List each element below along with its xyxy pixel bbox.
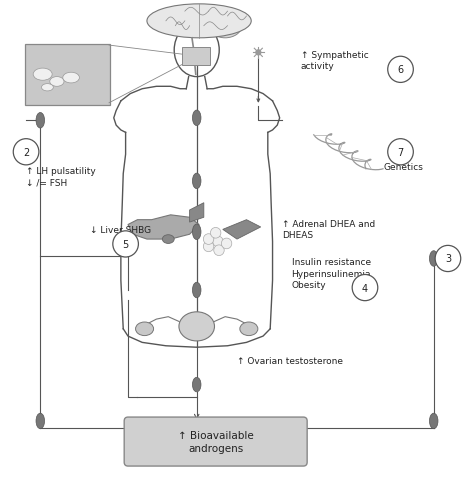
Text: ↑ LH pulsatility
↓ /= FSH: ↑ LH pulsatility ↓ /= FSH: [26, 166, 96, 187]
Ellipse shape: [192, 111, 201, 126]
FancyBboxPatch shape: [124, 417, 307, 466]
Text: Insulin resistance
Hyperinsulinemia
Obesity: Insulin resistance Hyperinsulinemia Obes…: [292, 258, 371, 289]
Ellipse shape: [192, 378, 201, 392]
Ellipse shape: [147, 5, 251, 39]
Ellipse shape: [179, 312, 214, 341]
Circle shape: [435, 246, 461, 272]
Polygon shape: [223, 220, 261, 240]
Ellipse shape: [33, 69, 52, 81]
Circle shape: [203, 234, 214, 245]
Circle shape: [214, 245, 224, 256]
Circle shape: [388, 57, 413, 83]
FancyBboxPatch shape: [182, 47, 210, 66]
Circle shape: [113, 231, 138, 257]
Text: 6: 6: [398, 65, 403, 75]
Polygon shape: [128, 215, 199, 240]
Ellipse shape: [42, 85, 53, 92]
Text: ↑ Bioavailable
androgens: ↑ Bioavailable androgens: [178, 430, 254, 453]
Ellipse shape: [429, 251, 438, 267]
Text: ↓ Liver SHBG: ↓ Liver SHBG: [90, 226, 151, 234]
Ellipse shape: [50, 77, 64, 87]
Text: 3: 3: [445, 254, 451, 264]
Text: 2: 2: [23, 148, 29, 157]
Circle shape: [13, 139, 39, 166]
Ellipse shape: [429, 413, 438, 429]
Circle shape: [213, 237, 223, 247]
Text: Genetics: Genetics: [384, 163, 424, 171]
Text: ↑ Sympathetic
activity: ↑ Sympathetic activity: [301, 50, 369, 71]
FancyArrowPatch shape: [257, 97, 260, 103]
Text: ↑ Adrenal DHEA and
DHEAS: ↑ Adrenal DHEA and DHEAS: [282, 220, 375, 240]
Ellipse shape: [192, 225, 201, 240]
Polygon shape: [190, 203, 204, 223]
Ellipse shape: [36, 113, 45, 129]
Circle shape: [352, 275, 378, 301]
Ellipse shape: [136, 322, 154, 336]
Circle shape: [388, 139, 413, 166]
Circle shape: [210, 228, 221, 239]
Ellipse shape: [192, 174, 201, 189]
Text: ↑ Ovarian testosterone: ↑ Ovarian testosterone: [237, 356, 343, 365]
FancyBboxPatch shape: [25, 45, 110, 106]
Ellipse shape: [209, 15, 242, 39]
Circle shape: [221, 239, 232, 249]
Ellipse shape: [240, 322, 258, 336]
Ellipse shape: [36, 413, 45, 429]
Text: 7: 7: [397, 148, 404, 157]
Circle shape: [203, 242, 214, 252]
Ellipse shape: [162, 235, 174, 244]
Ellipse shape: [192, 283, 201, 298]
Text: 4: 4: [362, 283, 368, 293]
Circle shape: [256, 51, 261, 56]
Text: 5: 5: [122, 240, 129, 249]
Ellipse shape: [63, 73, 79, 84]
